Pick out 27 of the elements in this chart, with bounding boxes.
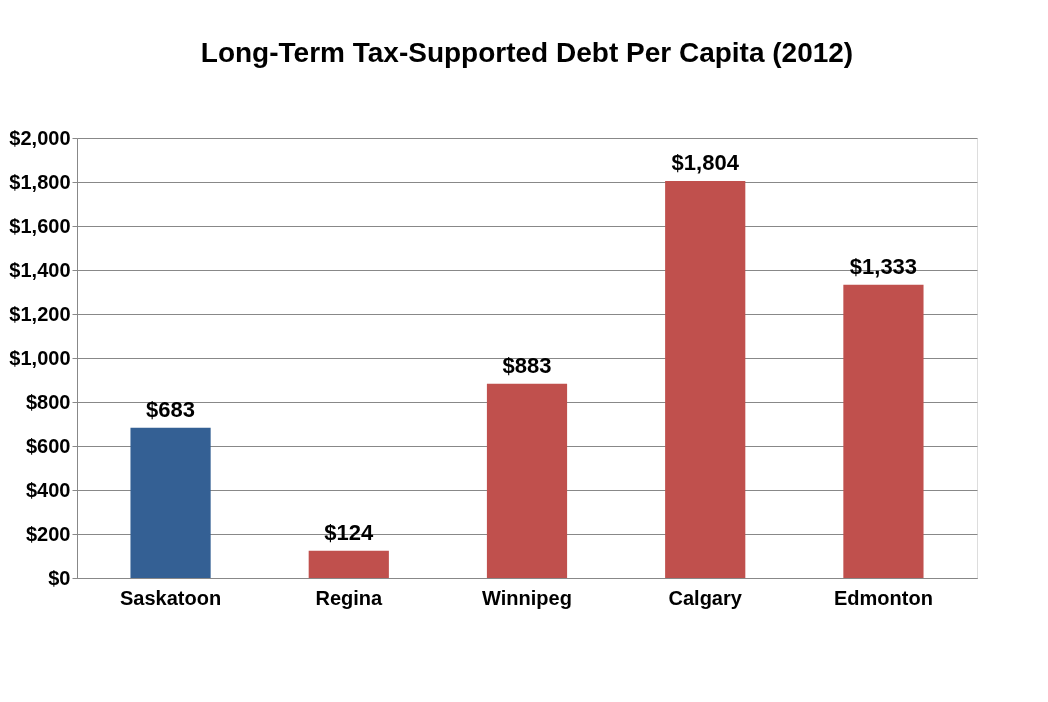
x-tick-label: Saskatoon bbox=[119, 586, 222, 609]
x-tick-label: Calgary bbox=[668, 586, 743, 609]
data-label: $883 bbox=[502, 352, 552, 378]
y-tick-label: $1,200 bbox=[9, 302, 71, 325]
y-tick-label: $800 bbox=[26, 390, 71, 413]
bar bbox=[308, 550, 389, 578]
bar bbox=[486, 383, 568, 578]
data-label: $1,804 bbox=[671, 150, 740, 176]
bar bbox=[665, 181, 746, 578]
bar bbox=[130, 427, 211, 578]
y-tick-label: $1,000 bbox=[9, 346, 71, 369]
y-tick-label: $400 bbox=[26, 478, 71, 501]
data-label: $683 bbox=[146, 396, 196, 422]
x-tick-label: Winnipeg bbox=[482, 586, 572, 609]
bar bbox=[843, 284, 924, 578]
y-tick-label: $1,600 bbox=[9, 214, 71, 237]
chart-title: Long-Term Tax-Supported Debt Per Capita (2012) bbox=[200, 37, 854, 68]
y-tick-label: $0 bbox=[48, 566, 71, 589]
data-label: $1,333 bbox=[849, 253, 918, 279]
x-tick-label: Edmonton bbox=[834, 586, 933, 609]
x-tick-label: Regina bbox=[315, 586, 383, 609]
y-tick-label: $200 bbox=[26, 522, 71, 545]
y-tick-label: $1,800 bbox=[9, 170, 71, 193]
y-tick-label: $600 bbox=[26, 434, 71, 457]
data-label: $124 bbox=[324, 519, 375, 545]
y-tick-label: $2,000 bbox=[9, 126, 71, 149]
y-tick-label: $1,400 bbox=[9, 258, 71, 281]
